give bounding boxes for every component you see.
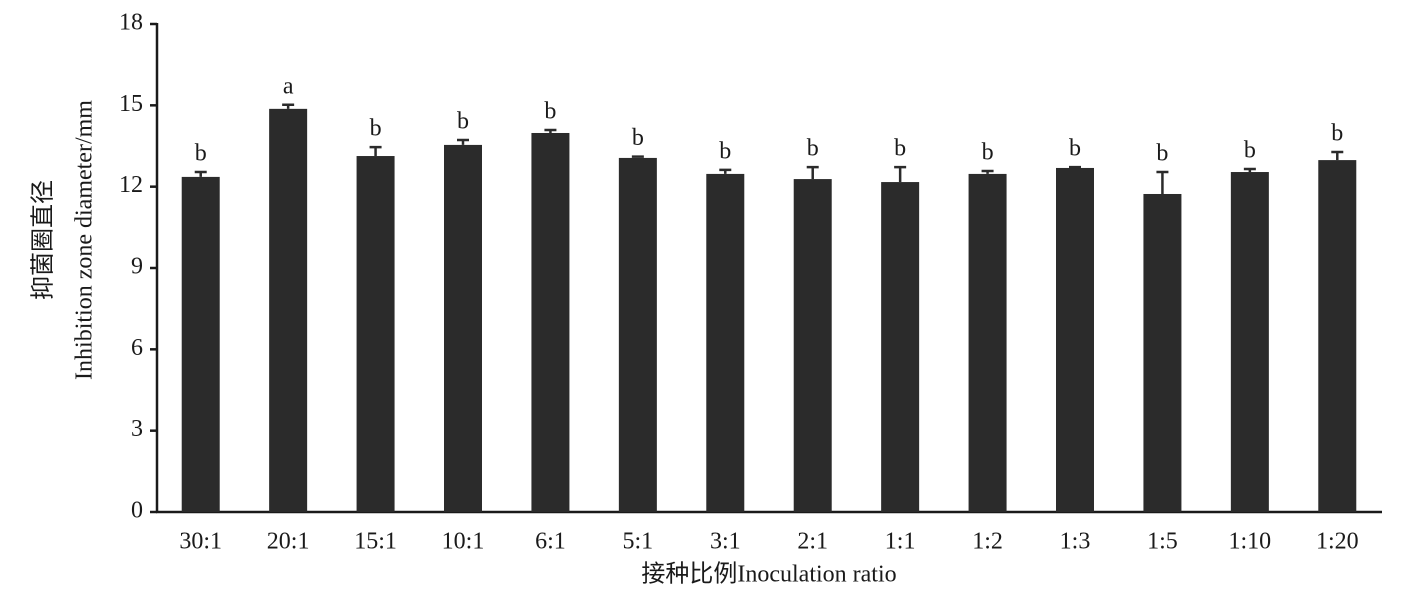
x-tick-label: 10:1	[442, 529, 485, 555]
bar	[444, 144, 482, 512]
y-tick-label: 18	[119, 10, 143, 36]
error-bar	[981, 169, 994, 174]
x-tick-label: 20:1	[267, 529, 310, 555]
error-bar	[1156, 170, 1169, 194]
y-axis-label: Inhibition zone diameter/mm	[72, 100, 98, 380]
y-tick-label: 0	[131, 498, 143, 524]
error-bar	[369, 145, 382, 157]
x-tick-label: 1:3	[1060, 529, 1091, 555]
significance-letter: b	[632, 125, 644, 151]
error-bar	[1331, 150, 1344, 161]
significance-letter: b	[1244, 138, 1256, 164]
significance-letter: b	[1069, 136, 1081, 162]
significance-letter: b	[1156, 141, 1168, 167]
bar	[1318, 160, 1357, 512]
y-axis-label: 抑菌圈直径	[30, 180, 57, 300]
error-bar	[457, 138, 469, 145]
x-tick-label: 1:5	[1147, 529, 1178, 555]
significance-letter: b	[457, 109, 469, 135]
x-tick-label: 3:1	[710, 529, 741, 555]
x-tick-label: 1:2	[972, 529, 1003, 555]
bar	[793, 179, 832, 512]
x-tick-label: 1:20	[1316, 529, 1359, 555]
error-bar	[1069, 165, 1081, 169]
significance-letter: b	[195, 141, 207, 167]
error-bar	[544, 128, 557, 133]
error-bar	[719, 168, 732, 174]
bar	[618, 157, 657, 512]
bar	[706, 173, 745, 512]
significance-letter: b	[894, 136, 906, 162]
bar	[181, 176, 220, 512]
bar	[1230, 172, 1269, 512]
bar	[356, 156, 395, 512]
error-bar	[806, 165, 819, 180]
bar	[881, 182, 920, 512]
significance-letter: b	[719, 138, 731, 164]
y-tick-label: 12	[119, 172, 143, 198]
y-tick-label: 6	[131, 335, 143, 361]
significance-letter: b	[982, 139, 994, 165]
error-bar	[282, 103, 295, 109]
x-tick-label: 1:10	[1229, 529, 1272, 555]
x-tick-label: 6:1	[535, 529, 566, 555]
x-axis-label: 接种比例Inoculation ratio	[641, 561, 896, 588]
bar	[1056, 167, 1094, 512]
bar	[1143, 193, 1182, 512]
bar	[269, 108, 308, 512]
x-tick-label: 15:1	[354, 529, 397, 555]
x-tick-label: 5:1	[623, 529, 654, 555]
error-bar	[1243, 167, 1256, 173]
significance-letter: b	[1331, 120, 1343, 146]
significance-letter: b	[544, 99, 556, 125]
y-tick-label: 3	[131, 416, 143, 442]
x-tick-label: 1:1	[885, 529, 916, 555]
significance-letter: b	[370, 116, 382, 142]
error-bar	[631, 155, 644, 158]
x-tick-label: 30:1	[179, 529, 222, 555]
bar	[968, 173, 1007, 512]
bar	[531, 132, 570, 512]
y-tick-label: 15	[119, 91, 143, 117]
x-tick-label: 2:1	[797, 529, 828, 555]
significance-letter: a	[283, 73, 294, 99]
error-bar	[894, 165, 907, 183]
significance-letter: b	[807, 136, 819, 162]
error-bar	[194, 170, 207, 177]
y-tick-label: 9	[131, 254, 143, 280]
